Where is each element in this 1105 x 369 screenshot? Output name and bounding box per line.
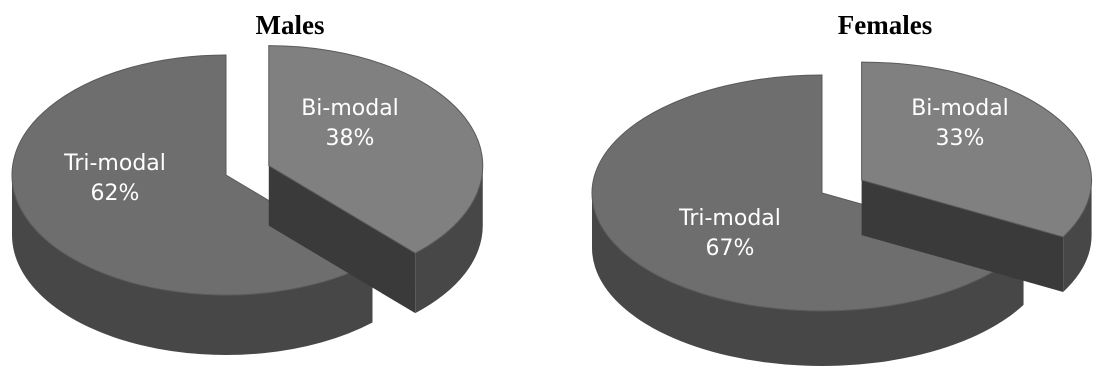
females-bi-modal-slice (861, 61, 1093, 238)
females-bi-modal-cut-face (861, 180, 1064, 292)
males-tri-modal-label: Tri-modal (63, 151, 166, 176)
females-tri-modal-label: Tri-modal (678, 206, 781, 231)
males-tri-modal-slice (11, 54, 374, 296)
females-chart-title: Females (837, 10, 933, 40)
males-bi-modal-slice (268, 45, 484, 254)
males-tri-modal-side-wall (12, 175, 373, 356)
males-pie: Bi-modal 38% Tri-modal 62% (11, 45, 484, 356)
males-bi-modal-label: Bi-modal (301, 96, 399, 121)
males-tri-modal-value-label: 62% (91, 181, 140, 206)
males-bi-modal-cut-face (268, 165, 416, 314)
females-pie: Bi-modal 33% Tri-modal 67% (591, 61, 1093, 366)
females-tri-modal-side-wall (592, 193, 1024, 366)
males-chart-title: Males (255, 10, 325, 40)
males-bi-modal-value-label: 38% (326, 126, 375, 151)
females-bi-modal-value-label: 33% (936, 126, 985, 151)
females-tri-modal-value-label: 67% (706, 236, 755, 261)
females-tri-modal-slice (591, 74, 1025, 312)
females-bi-modal-side-wall (1063, 180, 1092, 292)
females-bi-modal-label: Bi-modal (911, 96, 1009, 121)
males-bi-modal-side-wall (415, 165, 483, 314)
